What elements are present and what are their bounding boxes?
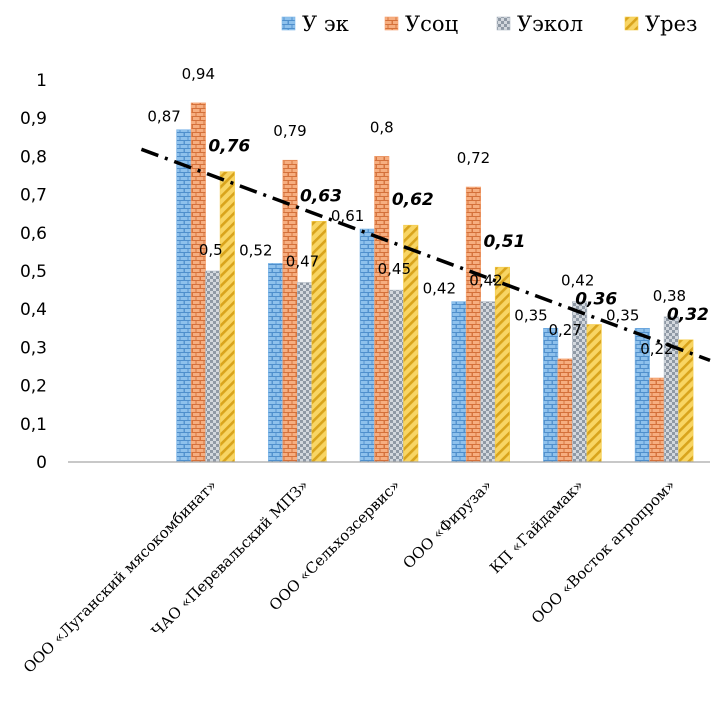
data-label: 0,36 bbox=[575, 290, 617, 310]
y-tick-label: 1 bbox=[36, 71, 47, 91]
data-label: 0,45 bbox=[378, 260, 411, 278]
data-label: 0,38 bbox=[653, 287, 686, 305]
data-label: 0,42 bbox=[423, 280, 456, 298]
bar bbox=[359, 228, 375, 463]
y-tick-label: 0,6 bbox=[20, 224, 47, 244]
data-label: 0,35 bbox=[514, 306, 547, 324]
data-label: 0,63 bbox=[300, 186, 342, 206]
data-label: 0,79 bbox=[273, 122, 306, 140]
data-label: 0,42 bbox=[469, 272, 502, 290]
y-tick-label: 0,9 bbox=[20, 109, 47, 129]
bar bbox=[649, 377, 665, 463]
data-label: 0,8 bbox=[370, 118, 394, 136]
data-label: 0,52 bbox=[239, 241, 272, 259]
bar bbox=[586, 324, 602, 463]
x-tick-label: ООО «Фируза» bbox=[399, 476, 495, 572]
bar bbox=[374, 156, 390, 463]
legend-label: У эк bbox=[302, 12, 349, 36]
data-label: 0,22 bbox=[640, 340, 673, 358]
data-label: 0,51 bbox=[484, 232, 526, 252]
data-label: 0,42 bbox=[561, 272, 594, 290]
bar bbox=[494, 266, 511, 463]
bar bbox=[190, 102, 206, 463]
y-tick-label: 0,4 bbox=[20, 300, 47, 320]
y-tick-label: 0,1 bbox=[20, 415, 47, 435]
legend-label: Урез bbox=[645, 12, 698, 36]
bar bbox=[557, 358, 573, 463]
bar bbox=[205, 270, 221, 463]
bar bbox=[543, 327, 559, 463]
bar bbox=[176, 129, 192, 463]
y-tick-label: 0 bbox=[36, 453, 47, 473]
trendline-layer bbox=[140, 147, 711, 363]
legend-label: Усоц bbox=[405, 12, 458, 36]
bar bbox=[480, 301, 496, 463]
legend-swatch bbox=[496, 16, 511, 31]
data-label: 0,72 bbox=[457, 149, 490, 167]
data-label: 0,94 bbox=[182, 65, 215, 83]
legend: У эк Усоц Уэкол Урез bbox=[281, 12, 698, 36]
data-label: 0,5 bbox=[199, 241, 223, 259]
data-label: 0,47 bbox=[286, 253, 319, 271]
data-label: 0,32 bbox=[667, 305, 709, 325]
data-label: 0,62 bbox=[392, 190, 434, 210]
data-label: 0,35 bbox=[606, 306, 639, 324]
legend-label: Уэкол bbox=[517, 12, 583, 36]
legend-swatch bbox=[281, 16, 296, 31]
data-label: 0,76 bbox=[208, 137, 250, 157]
y-tick-label: 0,2 bbox=[20, 377, 47, 397]
x-tick-label: ЧАО «Перевальский МПЗ» bbox=[148, 476, 312, 640]
x-tick-label: ООО «Луганский мясокомбинат» bbox=[20, 476, 221, 677]
bars-layer bbox=[176, 102, 694, 463]
bar bbox=[296, 282, 313, 463]
data-label: 0,87 bbox=[147, 108, 180, 126]
y-tick-label: 0,5 bbox=[20, 262, 47, 282]
bar bbox=[451, 301, 467, 463]
bar bbox=[282, 159, 298, 463]
x-tick-label: КП «Гайдамак» bbox=[486, 476, 587, 577]
y-axis: 0 0,1 0,2 0,3 0,4 0,5 0,6 0,7 0,8 0,9 1 bbox=[20, 71, 47, 473]
bar bbox=[663, 316, 679, 463]
legend-swatch bbox=[624, 16, 639, 31]
x-axis: ООО «Луганский мясокомбинат»ЧАО «Перевал… bbox=[20, 461, 710, 677]
data-label: 0,27 bbox=[548, 321, 581, 339]
y-tick-label: 0,8 bbox=[20, 147, 47, 167]
bar bbox=[465, 186, 482, 463]
y-tick-label: 0,3 bbox=[20, 338, 47, 358]
bar bbox=[388, 289, 404, 463]
bar bbox=[267, 263, 284, 463]
data-labels-layer: 0,87 0,52 0,61 0,42 0,35 0,35 0,94 0,79 0,8 0,72 0… bbox=[147, 65, 708, 358]
bar bbox=[219, 171, 235, 463]
y-tick-label: 0,7 bbox=[20, 186, 47, 206]
bar bbox=[678, 339, 694, 463]
data-label: 0,61 bbox=[331, 207, 364, 225]
trendline bbox=[140, 147, 711, 363]
legend-swatch bbox=[384, 16, 399, 31]
